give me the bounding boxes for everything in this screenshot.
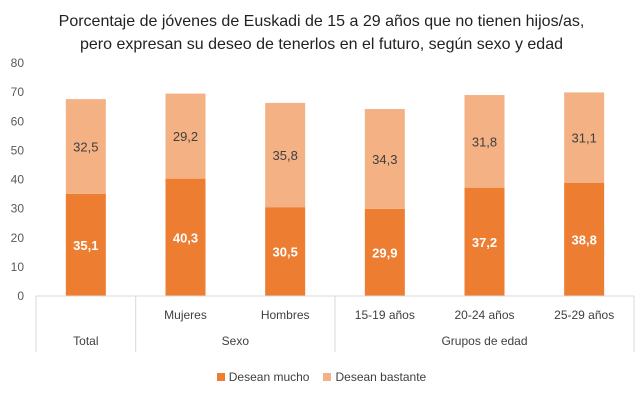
bar-desean-bastante (464, 95, 505, 188)
legend-swatch (216, 372, 225, 381)
y-tick-label: 60 (11, 114, 25, 128)
bar-desean-mucho (265, 207, 306, 296)
bar-desean-bastante (364, 109, 405, 209)
y-tick-label: 40 (11, 173, 25, 187)
x-tick-label: Hombres (261, 308, 310, 322)
x-tick-label: 25-29 años (554, 308, 614, 322)
x-tick-label: Mujeres (164, 308, 207, 322)
bar-desean-mucho (65, 193, 106, 296)
y-tick-label: 70 (11, 85, 25, 99)
group-label: Total (73, 334, 98, 348)
bar-desean-mucho (464, 187, 505, 296)
group-label: Sexo (222, 334, 250, 348)
group-label: Grupos de edad (441, 334, 527, 348)
bar-desean-mucho (564, 182, 605, 296)
y-tick-label: 30 (11, 202, 25, 216)
chart-title: Porcentaje de jóvenes de Euskadi de 15 a… (0, 10, 643, 56)
bar-desean-bastante (265, 102, 306, 208)
legend-item-desean-bastante: Desean bastante (323, 370, 426, 384)
bar-desean-bastante (165, 93, 206, 179)
data-label: 29,9 (372, 245, 397, 260)
bar-desean-mucho (364, 208, 405, 296)
chart-title-line: Porcentaje de jóvenes de Euskadi de 15 a… (58, 13, 585, 30)
legend-swatch (323, 372, 332, 381)
data-label: 40,3 (173, 230, 198, 245)
legend-label: Desean bastante (335, 370, 427, 384)
data-label: 31,8 (472, 134, 497, 149)
x-tick-label: 15-19 años (355, 308, 415, 322)
data-label: 38,8 (572, 232, 597, 247)
y-tick-label: 20 (11, 231, 25, 245)
y-tick-label: 0 (17, 289, 24, 303)
legend-label: Desean mucho (228, 370, 310, 384)
bar-desean-bastante (65, 99, 106, 194)
legend-item-desean-mucho: Desean mucho (216, 370, 310, 384)
bar-desean-bastante (564, 92, 605, 183)
bar-desean-mucho (165, 178, 206, 296)
data-label: 30,5 (273, 245, 298, 260)
chart-title-line: pero expresan su deseo de tenerlos en el… (80, 36, 563, 53)
legend: Desean mucho Desean bastante (0, 370, 643, 384)
data-label: 37,2 (472, 235, 497, 250)
data-label: 29,2 (173, 129, 198, 144)
data-label: 35,1 (73, 238, 98, 253)
data-label: 31,1 (572, 131, 597, 146)
y-tick-label: 80 (11, 56, 25, 70)
y-tick-label: 50 (11, 143, 25, 157)
y-tick-label: 10 (11, 260, 25, 274)
data-label: 35,8 (273, 148, 298, 163)
x-tick-label: 20-24 años (454, 308, 514, 322)
data-label: 32,5 (73, 139, 98, 154)
data-label: 34,3 (372, 152, 397, 167)
